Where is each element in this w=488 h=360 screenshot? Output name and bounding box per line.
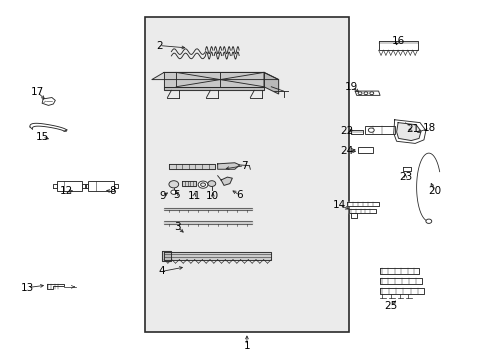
Polygon shape xyxy=(163,72,264,87)
Text: 2: 2 xyxy=(156,41,162,50)
Circle shape xyxy=(170,190,176,194)
Polygon shape xyxy=(182,181,195,186)
Polygon shape xyxy=(354,91,379,95)
Polygon shape xyxy=(396,123,420,140)
Text: 5: 5 xyxy=(173,190,179,200)
Bar xyxy=(57,181,82,192)
Text: 22: 22 xyxy=(340,126,353,135)
Bar xyxy=(88,181,114,192)
Text: 6: 6 xyxy=(236,190,243,200)
Text: 14: 14 xyxy=(332,200,346,210)
Polygon shape xyxy=(346,202,378,206)
Text: 25: 25 xyxy=(384,301,397,311)
Text: 13: 13 xyxy=(21,283,34,293)
Circle shape xyxy=(207,181,215,186)
Text: 11: 11 xyxy=(187,191,201,201)
Polygon shape xyxy=(42,98,55,105)
Circle shape xyxy=(367,128,373,132)
Text: 16: 16 xyxy=(391,36,404,46)
Polygon shape xyxy=(221,177,232,185)
Text: 8: 8 xyxy=(109,186,116,197)
Polygon shape xyxy=(47,284,64,289)
Circle shape xyxy=(369,92,373,95)
Polygon shape xyxy=(350,130,362,134)
Circle shape xyxy=(363,92,367,95)
Polygon shape xyxy=(84,184,88,189)
Text: 17: 17 xyxy=(31,87,44,97)
Polygon shape xyxy=(393,120,425,143)
Polygon shape xyxy=(152,72,278,80)
Bar xyxy=(365,126,394,134)
Bar xyxy=(144,17,348,332)
Polygon shape xyxy=(378,41,417,50)
Polygon shape xyxy=(264,72,278,94)
Circle shape xyxy=(425,219,431,224)
Polygon shape xyxy=(402,167,410,171)
Polygon shape xyxy=(217,163,239,169)
Polygon shape xyxy=(379,267,418,274)
Polygon shape xyxy=(163,252,271,260)
Circle shape xyxy=(168,181,178,188)
Polygon shape xyxy=(348,209,375,213)
Polygon shape xyxy=(53,184,57,189)
Text: 21: 21 xyxy=(405,124,419,134)
Circle shape xyxy=(198,181,207,188)
Bar xyxy=(357,147,372,153)
Text: 24: 24 xyxy=(340,146,353,156)
Text: 7: 7 xyxy=(241,161,247,171)
Text: 1: 1 xyxy=(243,341,250,351)
Circle shape xyxy=(357,92,361,95)
Text: 9: 9 xyxy=(160,191,166,201)
Polygon shape xyxy=(82,184,86,189)
Polygon shape xyxy=(168,164,215,169)
Polygon shape xyxy=(350,213,356,218)
Text: 23: 23 xyxy=(398,172,411,182)
Polygon shape xyxy=(114,184,118,189)
Text: 3: 3 xyxy=(174,222,181,232)
Text: 20: 20 xyxy=(427,186,440,197)
Polygon shape xyxy=(379,288,423,294)
Text: 18: 18 xyxy=(422,123,435,133)
Polygon shape xyxy=(161,251,171,261)
Text: 15: 15 xyxy=(36,132,49,142)
Polygon shape xyxy=(163,87,264,90)
Text: 12: 12 xyxy=(60,186,73,197)
Circle shape xyxy=(200,183,205,186)
Text: 10: 10 xyxy=(206,191,219,201)
Polygon shape xyxy=(379,278,421,284)
Text: 4: 4 xyxy=(158,266,164,276)
Text: 19: 19 xyxy=(345,82,358,92)
